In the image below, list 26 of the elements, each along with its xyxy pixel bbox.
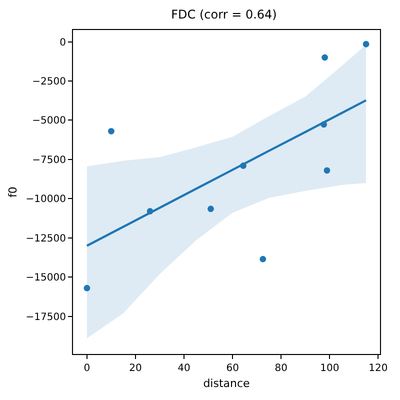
point (107, 127, 116, 135)
y-tick-label: −15000 (26, 272, 66, 284)
point (323, 166, 331, 174)
y-tick-label: −12500 (26, 233, 66, 244)
x-axis-title: distance (203, 377, 250, 390)
y-tick-label: −10000 (26, 194, 66, 206)
x-tick-label: 80 (274, 363, 288, 374)
y-tick-label: −5000 (32, 116, 66, 127)
x-tick-label: 100 (320, 363, 340, 374)
y-tick-label: −17500 (26, 312, 66, 323)
x-tick-label: 60 (226, 363, 239, 374)
point (206, 205, 215, 213)
x-tick-label: 0 (84, 363, 90, 374)
point (83, 284, 91, 292)
x-tick-label: 40 (178, 363, 190, 374)
y-tick-label: −2500 (32, 76, 66, 88)
chart-title: FDC (corr = 0.64) (171, 7, 277, 22)
x-tick-label: 120 (368, 363, 388, 374)
y-axis-title: f0 (6, 186, 20, 198)
line-series (86, 99, 368, 247)
x-tick-label: 20 (129, 363, 142, 374)
y-tick-label: 0 (60, 37, 66, 48)
point (320, 54, 329, 62)
y-tick-label: −7500 (32, 154, 66, 166)
point (362, 40, 370, 48)
point (259, 255, 267, 263)
